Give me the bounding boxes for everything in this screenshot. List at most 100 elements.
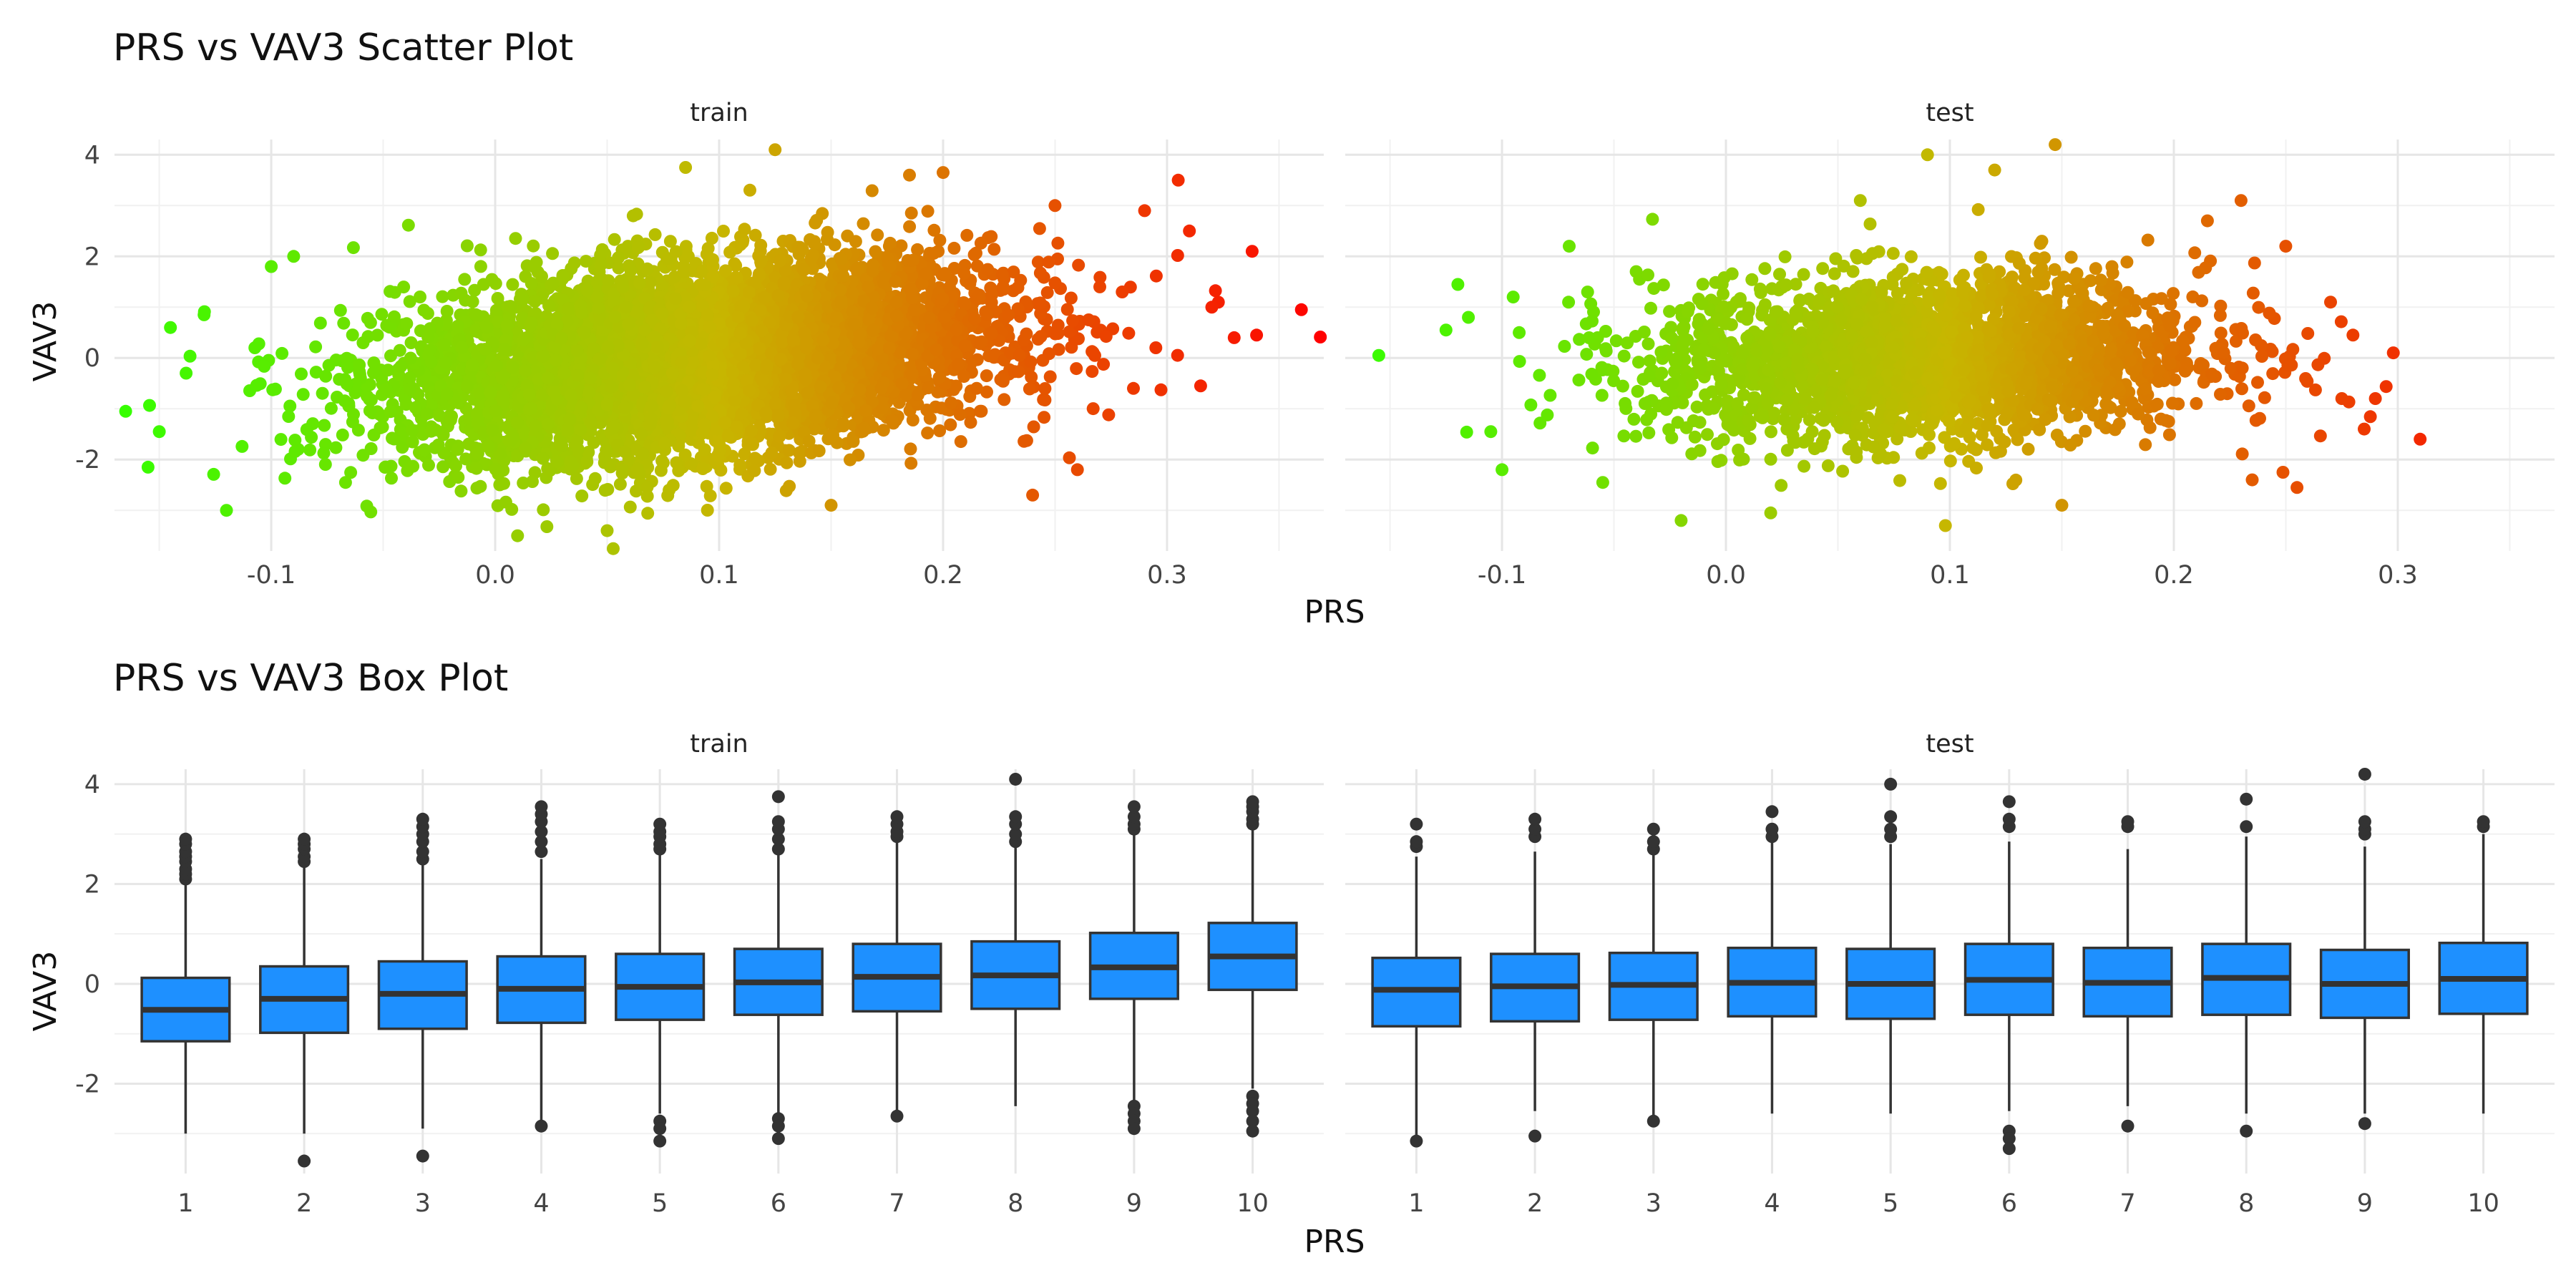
scatter-point: [414, 291, 426, 303]
scatter-point: [207, 467, 220, 481]
scatter-point: [309, 340, 323, 353]
scatter-point: [728, 257, 741, 270]
scatter-point: [322, 358, 336, 372]
scatter-point: [440, 305, 454, 318]
scatter-point: [550, 455, 563, 469]
scatter-point: [509, 232, 522, 245]
scatter-point: [506, 278, 519, 291]
scatter-point: [851, 261, 864, 275]
scatter-point: [1024, 355, 1038, 369]
scatter-point: [613, 477, 627, 491]
scatter-point: [379, 460, 392, 474]
scatter-point: [278, 472, 292, 485]
scatter-point: [696, 462, 710, 475]
scatter-point: [935, 401, 948, 415]
scatter-point: [1154, 383, 1168, 396]
scatter-point: [406, 459, 420, 473]
scatter-point: [143, 399, 156, 412]
scatter-point: [1051, 236, 1065, 250]
scatter-point: [865, 184, 879, 197]
scatter-point: [384, 285, 397, 298]
scatter-point: [283, 399, 297, 413]
scatter-point: [1314, 331, 1327, 343]
scatter-point: [288, 434, 302, 447]
scatter-title: PRS vs VAV3 Scatter Plot: [113, 26, 573, 69]
scatter-point: [779, 484, 793, 497]
scatter-point: [336, 428, 349, 441]
scatter-point: [796, 243, 809, 256]
scatter-point: [474, 479, 487, 493]
scatter-point: [719, 482, 733, 495]
scatter-point: [1038, 394, 1052, 406]
scatter-point: [363, 404, 376, 417]
scatter-point: [828, 238, 841, 252]
scatter-point: [420, 407, 434, 421]
scatter-point: [857, 217, 870, 230]
scatter-point: [1209, 284, 1222, 298]
scatter-point: [738, 447, 751, 461]
scatter-point: [701, 242, 715, 255]
scatter-point: [385, 472, 398, 485]
scatter-point: [630, 484, 643, 498]
scatter-point: [802, 434, 816, 448]
scatter-point: [996, 280, 1010, 293]
scatter-point: [944, 418, 957, 431]
scatter-point: [1034, 330, 1048, 343]
scatter-point: [1007, 265, 1020, 279]
scatter-point: [987, 243, 1001, 256]
scatter-point: [1063, 451, 1076, 464]
scatter-point: [318, 458, 332, 471]
scatter-point: [932, 371, 946, 384]
scatter-point: [575, 489, 589, 503]
scatter-point: [329, 441, 343, 454]
scatter-point: [954, 435, 967, 449]
scatter-point: [396, 441, 409, 454]
scatter-point: [612, 261, 625, 275]
scatter-point: [1122, 326, 1136, 340]
scatter-point: [793, 454, 806, 468]
scatter-point: [1171, 348, 1184, 362]
scatter-point: [423, 343, 436, 357]
scatter-point: [579, 255, 592, 268]
scatter-point: [474, 243, 487, 257]
scatter-point: [1038, 382, 1052, 395]
scatter-point: [1086, 346, 1100, 359]
scatter-point: [313, 316, 327, 330]
scatter-point: [636, 447, 650, 461]
scatter-strip-test: test: [1926, 99, 1974, 127]
scatter-point: [947, 262, 961, 275]
scatter-point: [1102, 408, 1116, 421]
scatter-point: [938, 267, 952, 280]
scatter-point: [927, 247, 940, 260]
scatter-point: [933, 424, 947, 437]
scatter-point: [418, 443, 431, 457]
scatter-point: [933, 233, 947, 247]
scatter-point: [974, 236, 987, 250]
scatter-point: [826, 429, 839, 442]
scatter-point: [324, 401, 338, 415]
scatter-point: [376, 420, 389, 434]
scatter-point: [661, 489, 675, 502]
scatter-point: [338, 476, 352, 489]
scatter-point: [797, 263, 811, 276]
scatter-point: [496, 477, 509, 490]
scatter-point: [296, 388, 310, 401]
scatter-point: [810, 214, 824, 227]
scatter-point: [466, 295, 479, 308]
scatter-point: [714, 464, 728, 477]
scatter-point: [474, 260, 487, 273]
scatter-point: [367, 428, 381, 441]
scatter-point: [1043, 347, 1055, 361]
scatter-bulk-train: [143, 183, 1327, 555]
scatter-point: [364, 505, 378, 519]
scatter-point: [338, 394, 351, 408]
scatter-point: [436, 290, 449, 303]
scatter-point: [319, 369, 333, 383]
scatter-point: [748, 464, 761, 477]
scatter-point: [452, 471, 465, 484]
scatter-point: [275, 346, 289, 360]
scatter-point: [765, 447, 779, 459]
scatter-point: [608, 233, 621, 246]
